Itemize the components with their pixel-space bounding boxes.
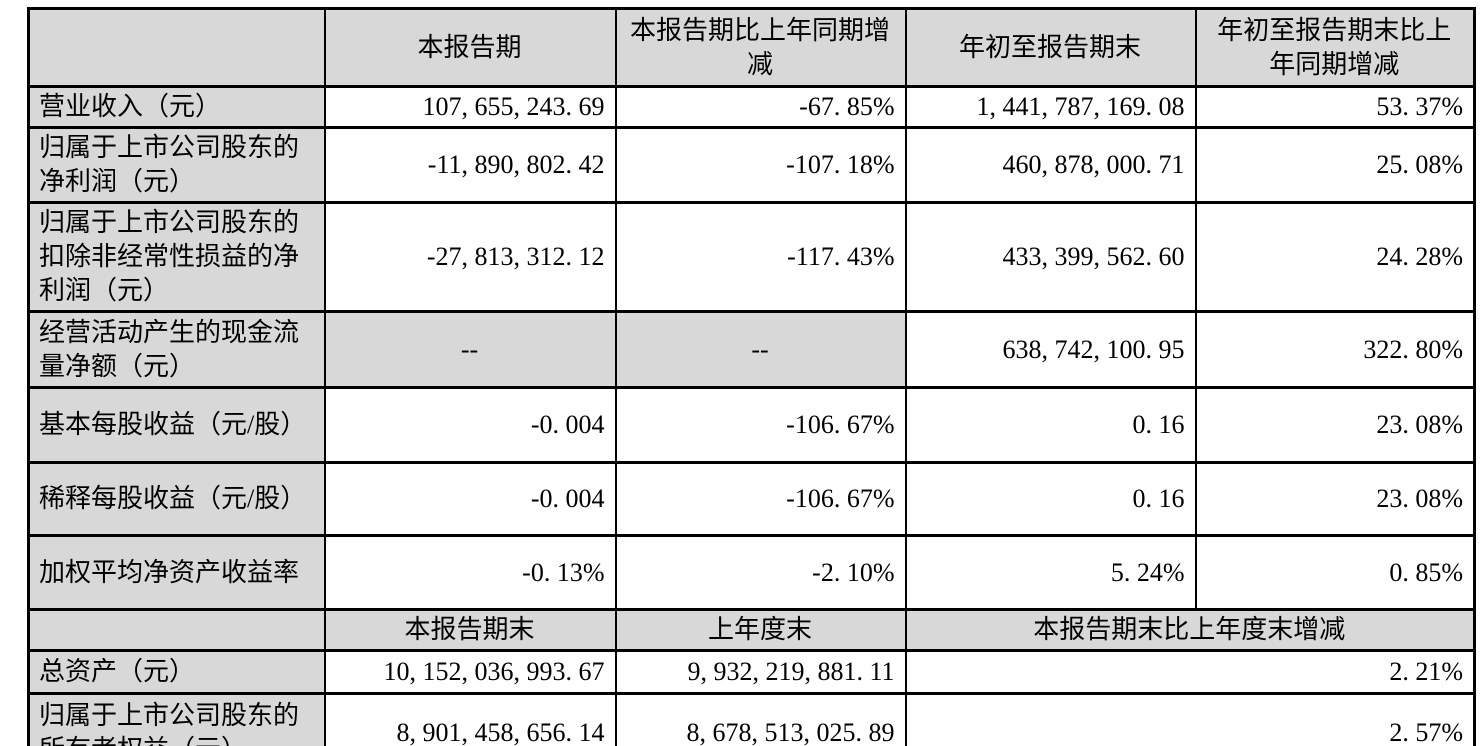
cell-end-of-period: 10, 152, 036, 993. 67 (323, 649, 617, 695)
cell-end-of-prev-year: 9, 932, 219, 881. 11 (614, 649, 907, 695)
header-end-of-prev-year: 上年度末 (614, 608, 907, 652)
cell-yoy-change: -106. 67% (614, 461, 907, 537)
row-label: 营业收入（元） (27, 85, 326, 129)
cell-ytd-yoy-change: 24. 28% (1194, 201, 1476, 313)
cell-year-to-date: 433, 399, 562. 60 (904, 201, 1197, 313)
row-label: 归属于上市公司股东的扣除非经常性损益的净利润（元） (27, 201, 326, 313)
cell-end-of-prev-year: 8, 678, 513, 025. 89 (614, 692, 907, 746)
row-label: 加权平均净资产收益率 (27, 534, 326, 611)
cell-current-period: -0. 004 (323, 461, 617, 537)
cell-change-vs-prev-year-end: 2. 21% (904, 649, 1476, 695)
table-row-operating-cash-flow: 经营活动产生的现金流量净额（元） -- -- 638, 742, 100. 95… (27, 310, 1476, 389)
cell-yoy-change: -2. 10% (614, 534, 907, 611)
row-label: 归属于上市公司股东的净利润（元） (27, 126, 326, 204)
cell-current-period: -27, 813, 312. 12 (323, 201, 617, 313)
row-label: 经营活动产生的现金流量净额（元） (27, 310, 326, 389)
row-label: 总资产（元） (27, 649, 326, 695)
cell-change-vs-prev-year-end: 2. 57% (904, 692, 1476, 746)
table-row-net-profit: 归属于上市公司股东的净利润（元） -11, 890, 802. 42 -107.… (27, 126, 1476, 204)
table-header-row-1: 本报告期 本报告期比上年同期增减 年初至报告期末 年初至报告期末比上年同期增减 (27, 7, 1476, 88)
cell-year-to-date: 0. 16 (904, 461, 1197, 537)
cell-yoy-change: -67. 85% (614, 85, 907, 129)
key-financials-table: 本报告期 本报告期比上年同期增减 年初至报告期末 年初至报告期末比上年同期增减 … (27, 7, 1476, 746)
header-current-period: 本报告期 (323, 7, 617, 88)
cell-ytd-yoy-change: 322. 80% (1194, 310, 1476, 389)
header-year-to-date: 年初至报告期末 (904, 7, 1197, 88)
table-row-diluted-eps: 稀释每股收益（元/股） -0. 004 -106. 67% 0. 16 23. … (27, 461, 1476, 537)
header-empty-cell (27, 608, 326, 652)
row-label: 稀释每股收益（元/股） (27, 461, 326, 537)
cell-yoy-change: -106. 67% (614, 386, 907, 464)
cell-end-of-period: 8, 901, 458, 656. 14 (323, 692, 617, 746)
cell-ytd-yoy-change: 23. 08% (1194, 461, 1476, 537)
row-label: 归属于上市公司股东的所有者权益（元） (27, 692, 326, 746)
cell-year-to-date: 638, 742, 100. 95 (904, 310, 1197, 389)
cell-yoy-change: -117. 43% (614, 201, 907, 313)
cell-year-to-date: 1, 441, 787, 169. 08 (904, 85, 1197, 129)
cell-ytd-yoy-change: 23. 08% (1194, 386, 1476, 464)
header-empty-cell (27, 7, 326, 88)
table-row-equity-attributable-to-shareholders: 归属于上市公司股东的所有者权益（元） 8, 901, 458, 656. 14 … (27, 692, 1476, 746)
cell-year-to-date: 5. 24% (904, 534, 1197, 611)
table-row-net-profit-excl-nonrecurring: 归属于上市公司股东的扣除非经常性损益的净利润（元） -27, 813, 312.… (27, 201, 1476, 313)
cell-year-to-date: 0. 16 (904, 386, 1197, 464)
header-change-vs-prev-year-end: 本报告期末比上年度末增减 (904, 608, 1476, 652)
cell-ytd-yoy-change: 0. 85% (1194, 534, 1476, 611)
table-row-revenue: 营业收入（元） 107, 655, 243. 69 -67. 85% 1, 44… (27, 85, 1476, 129)
cell-current-period: -0. 004 (323, 386, 617, 464)
header-end-of-period: 本报告期末 (323, 608, 617, 652)
cell-current-period: -- (323, 310, 617, 389)
cell-year-to-date: 460, 878, 000. 71 (904, 126, 1197, 204)
table-header-row-2: 本报告期末 上年度末 本报告期末比上年度末增减 (27, 608, 1476, 652)
table-row-basic-eps: 基本每股收益（元/股） -0. 004 -106. 67% 0. 16 23. … (27, 386, 1476, 464)
cell-current-period: -11, 890, 802. 42 (323, 126, 617, 204)
cell-current-period: -0. 13% (323, 534, 617, 611)
header-yoy-change: 本报告期比上年同期增减 (614, 7, 907, 88)
cell-ytd-yoy-change: 53. 37% (1194, 85, 1476, 129)
table-row-weighted-avg-roe: 加权平均净资产收益率 -0. 13% -2. 10% 5. 24% 0. 85% (27, 534, 1476, 611)
cell-yoy-change: -- (614, 310, 907, 389)
table-row-total-assets: 总资产（元） 10, 152, 036, 993. 67 9, 932, 219… (27, 649, 1476, 695)
header-ytd-yoy-change: 年初至报告期末比上年同期增减 (1194, 7, 1476, 88)
cell-ytd-yoy-change: 25. 08% (1194, 126, 1476, 204)
row-label: 基本每股收益（元/股） (27, 386, 326, 464)
cell-yoy-change: -107. 18% (614, 126, 907, 204)
cell-current-period: 107, 655, 243. 69 (323, 85, 617, 129)
